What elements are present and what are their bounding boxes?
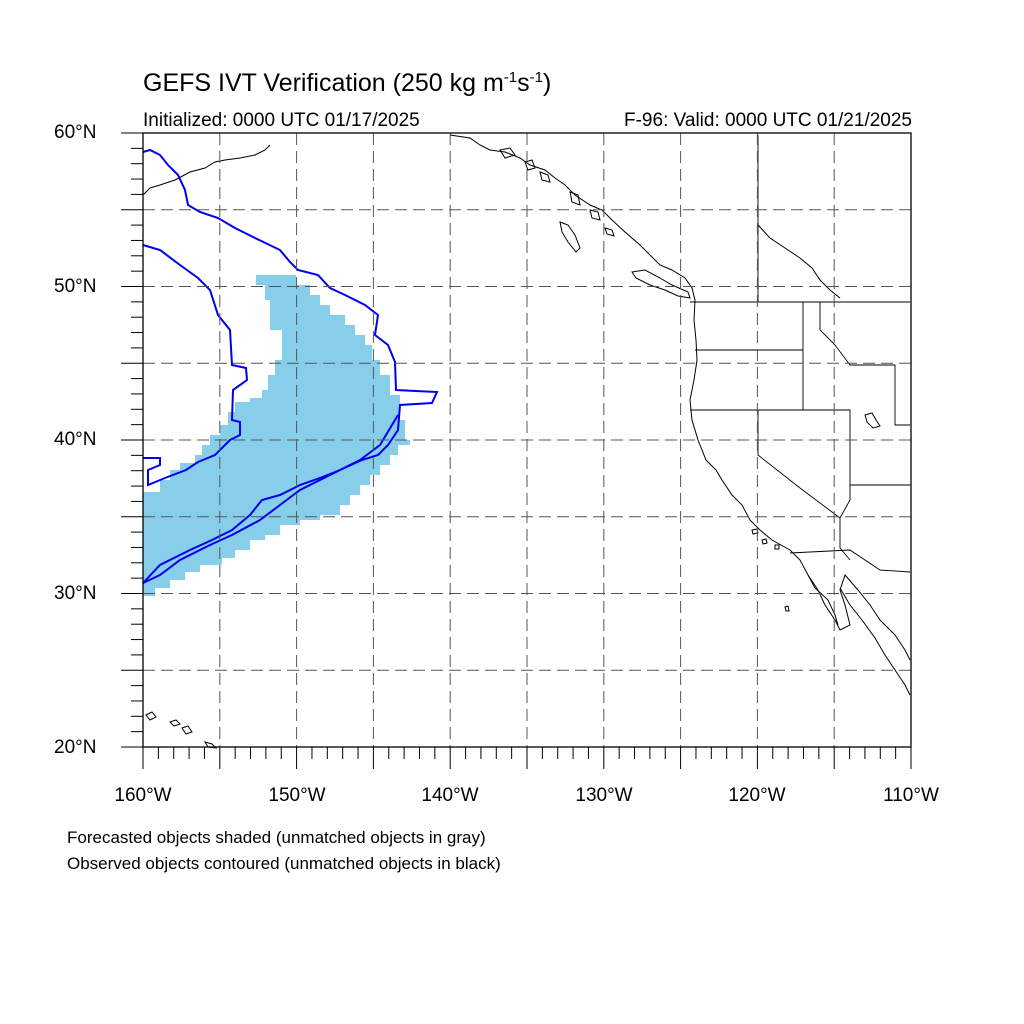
lon-label-140w: 140°W: [421, 785, 479, 806]
haida-gwaii: [559, 221, 581, 253]
great-salt-lake: [864, 412, 881, 429]
canada-rockies-line: [757, 224, 841, 299]
lat-label-20n: 20°N: [54, 737, 97, 758]
footer-line-forecast: Forecasted objects shaded (unmatched obj…: [67, 828, 486, 847]
forecast-ivt-object: [143, 275, 410, 596]
initialized-time: Initialized: 0000 UTC 01/17/2025: [143, 110, 420, 131]
lon-label-130w: 130°W: [575, 785, 633, 806]
observed-contour-inner: [142, 244, 249, 487]
lat-lon-grid: [143, 133, 911, 747]
lat-label-60n: 60°N: [54, 122, 97, 143]
observed-contour-outer: [142, 148, 439, 584]
state-boundaries: [690, 135, 911, 573]
lat-label-30n: 30°N: [54, 583, 97, 604]
alaska-panhandle-islands: [499, 147, 615, 237]
hawaii-islands: [145, 711, 218, 749]
axis-ticks: [121, 132, 912, 769]
coastline-north-america: [449, 134, 911, 661]
lon-label-110w: 110°W: [883, 785, 939, 806]
lon-label-160w: 160°W: [114, 785, 172, 806]
lat-label-50n: 50°N: [54, 276, 97, 297]
map-title: GEFS IVT Verification (250 kg m-1s-1): [143, 69, 552, 97]
channel-islands: [751, 528, 790, 612]
lat-label-40n: 40°N: [54, 429, 97, 450]
lon-label-120w: 120°W: [728, 785, 786, 806]
valid-time: F-96: Valid: 0000 UTC 01/21/2025: [624, 110, 912, 131]
observed-contour-southern: [142, 414, 399, 584]
coastline-baja: [807, 574, 911, 696]
coastline-alaska: [142, 144, 271, 196]
vancouver-island: [631, 269, 691, 299]
lon-label-150w: 150°W: [268, 785, 326, 806]
footer-line-observed: Observed objects contoured (unmatched ob…: [67, 854, 501, 873]
